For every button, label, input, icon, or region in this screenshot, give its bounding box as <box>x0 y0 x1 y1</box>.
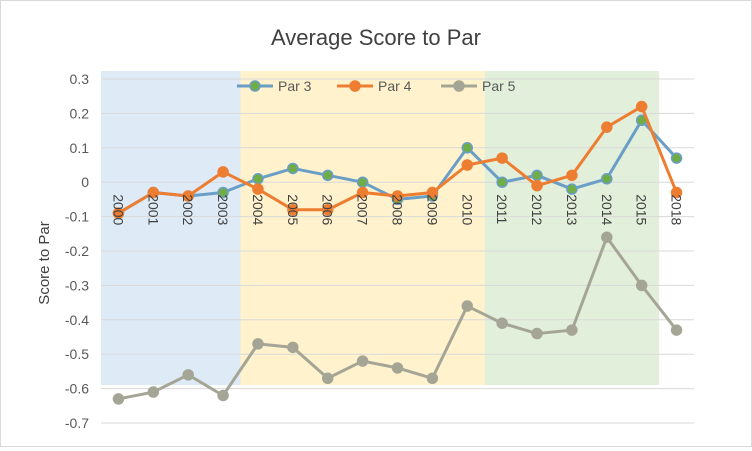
data-point <box>321 372 334 385</box>
x-tick-label: 2003 <box>215 194 231 225</box>
data-point <box>252 173 264 185</box>
y-tick-label: 0.1 <box>70 140 90 156</box>
data-point <box>601 231 613 243</box>
data-point <box>252 338 264 350</box>
legend-item: Par 4 <box>337 78 412 94</box>
x-tick-label: 2001 <box>145 194 161 225</box>
y-tick-label: 0.3 <box>70 71 90 87</box>
data-point <box>147 186 160 199</box>
band-1 <box>101 71 241 385</box>
data-point <box>112 207 125 219</box>
data-point <box>670 186 683 199</box>
x-axis-ticks: 2000 2001 2002 2003 2004 2005 2006 2007 2008 2009… <box>110 194 684 225</box>
y-tick-label: -0.1 <box>65 209 89 225</box>
data-point <box>670 324 683 336</box>
x-tick-label: 2018 <box>669 194 685 225</box>
x-tick-label: 2012 <box>529 194 545 225</box>
data-point <box>287 203 299 216</box>
data-point <box>356 176 369 188</box>
data-point <box>670 152 683 164</box>
data-point <box>566 324 578 336</box>
data-point <box>217 166 229 178</box>
x-tick-label: 2015 <box>634 194 650 225</box>
legend-item: Par 3 <box>237 78 312 94</box>
data-point <box>601 121 613 133</box>
data-point <box>566 183 578 195</box>
data-point <box>461 300 474 312</box>
data-point <box>426 372 439 385</box>
y-tick-label: -0.4 <box>65 312 89 328</box>
data-point <box>531 327 543 340</box>
series-3 <box>112 231 683 405</box>
x-tick-label: 2013 <box>564 194 580 225</box>
data-point <box>391 190 404 202</box>
background-bands <box>101 71 660 385</box>
legend-item: Par 5 <box>441 78 516 94</box>
y-axis-label: Score to Par <box>36 221 53 304</box>
x-tick-label: 2007 <box>355 194 371 225</box>
data-point <box>182 190 194 202</box>
data-point <box>217 186 229 199</box>
legend-label: Par 4 <box>378 78 412 94</box>
data-point <box>601 173 613 185</box>
data-point <box>496 317 508 329</box>
x-tick-label: 2006 <box>320 194 336 225</box>
series-lines <box>112 100 683 405</box>
y-tick-label: 0 <box>81 174 89 190</box>
series-2 <box>112 100 683 219</box>
x-tick-label: 2010 <box>459 194 475 225</box>
data-point <box>252 183 264 195</box>
data-point <box>566 169 578 182</box>
band-3 <box>484 71 660 385</box>
x-tick-label: 2008 <box>390 194 406 225</box>
x-tick-label: 2005 <box>285 194 301 225</box>
data-point <box>217 389 229 402</box>
y-tick-label: -0.7 <box>65 415 89 431</box>
x-tick-label: 2014 <box>599 194 615 225</box>
data-point <box>426 186 439 199</box>
data-point <box>356 355 369 367</box>
gridlines <box>101 78 694 424</box>
legend-marker <box>249 80 261 92</box>
x-tick-label: 2009 <box>424 194 440 225</box>
data-point <box>461 159 474 171</box>
x-tick-label: 2004 <box>250 194 266 225</box>
chart-title: Average Score to Par <box>271 25 481 50</box>
legend-marker <box>349 80 361 92</box>
y-tick-label: -0.3 <box>65 277 89 293</box>
data-point <box>287 162 299 175</box>
x-tick-label: 2000 <box>110 194 126 225</box>
x-tick-label: 2011 <box>494 194 510 224</box>
y-axis-ticks: 0.3 0.2 0.1 0 -0.1 -0.2 -0.3 -0.4 -0.5 -0.6 -0.7 <box>65 71 89 431</box>
data-point <box>356 186 369 199</box>
legend-label: Par 5 <box>482 78 516 94</box>
y-tick-label: -0.5 <box>65 346 89 362</box>
data-point <box>531 169 543 182</box>
data-point <box>112 393 125 405</box>
data-point <box>496 152 508 164</box>
data-point <box>321 169 334 182</box>
data-point <box>531 179 543 192</box>
data-point <box>287 341 299 354</box>
data-point <box>496 176 508 188</box>
data-point <box>635 100 648 113</box>
x-tick-label: 2002 <box>180 194 196 225</box>
y-tick-label: -0.2 <box>65 243 89 259</box>
data-point <box>147 386 160 398</box>
legend-marker <box>453 80 465 92</box>
data-point <box>321 203 334 216</box>
data-point <box>635 279 648 292</box>
band-2 <box>240 71 485 385</box>
data-point <box>182 369 194 381</box>
legend-label: Par 3 <box>278 78 312 94</box>
y-tick-label: 0.2 <box>70 105 90 121</box>
legend: Par 3 Par 4 Par 5 <box>237 78 516 94</box>
y-tick-label: -0.6 <box>65 381 89 397</box>
data-point <box>461 142 474 154</box>
data-point <box>391 362 404 374</box>
